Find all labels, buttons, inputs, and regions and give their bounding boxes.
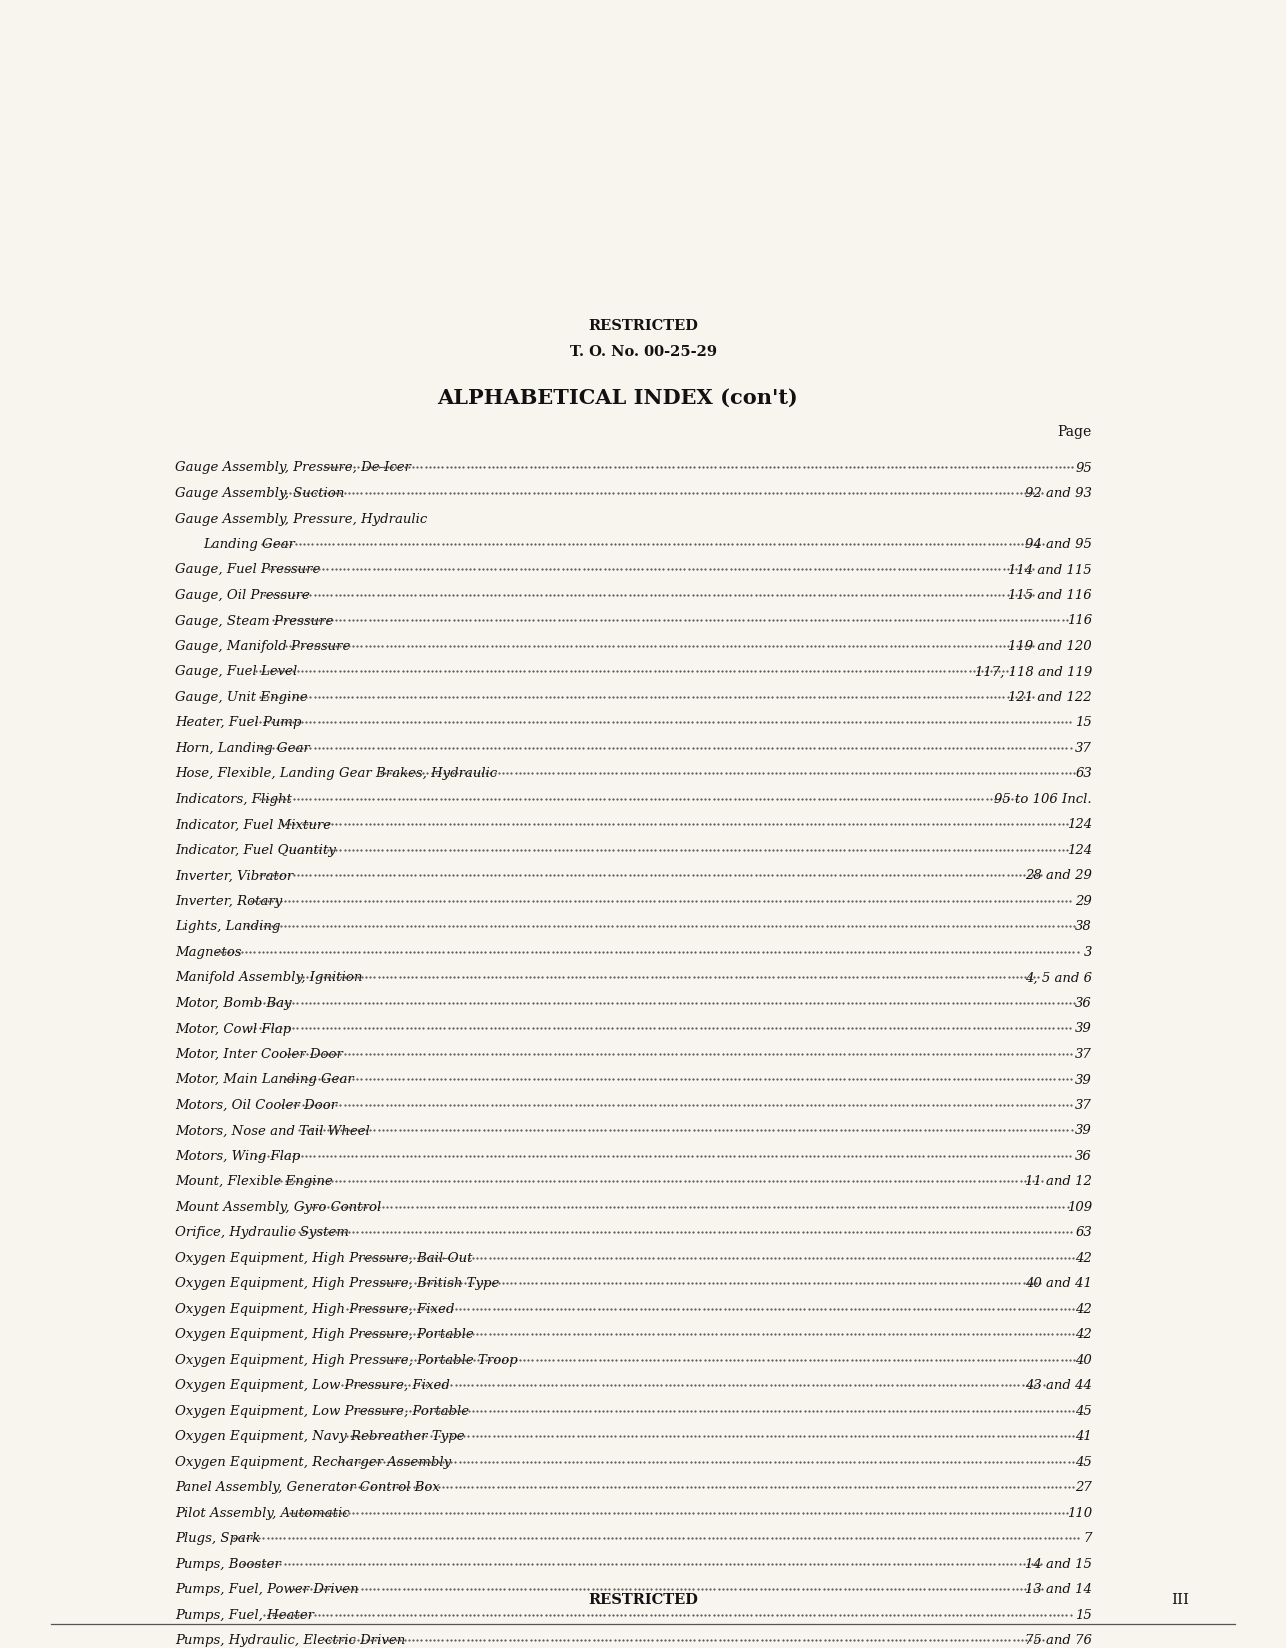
Text: Gauge, Fuel Level: Gauge, Fuel Level xyxy=(175,666,297,677)
Text: Inverter, Vibrator: Inverter, Vibrator xyxy=(175,868,293,882)
Text: 63: 63 xyxy=(1075,1226,1092,1239)
Text: 45: 45 xyxy=(1075,1404,1092,1417)
Text: 39: 39 xyxy=(1075,1073,1092,1086)
Text: Oxygen Equipment, High Pressure, Fixed: Oxygen Equipment, High Pressure, Fixed xyxy=(175,1302,454,1315)
Text: Gauge Assembly, Suction: Gauge Assembly, Suction xyxy=(175,486,345,499)
Text: 15: 15 xyxy=(1075,1608,1092,1622)
Text: 43 and 44: 43 and 44 xyxy=(1025,1379,1092,1391)
Text: 42: 42 xyxy=(1075,1251,1092,1264)
Text: 116: 116 xyxy=(1067,615,1092,628)
Text: III: III xyxy=(1172,1592,1190,1607)
Text: Oxygen Equipment, Navy Rebreather Type: Oxygen Equipment, Navy Rebreather Type xyxy=(175,1429,464,1442)
Text: Magnetos: Magnetos xyxy=(175,946,242,959)
Text: Pumps, Hydraulic, Electric Driven: Pumps, Hydraulic, Electric Driven xyxy=(175,1633,405,1646)
Text: 45: 45 xyxy=(1075,1455,1092,1468)
Text: Oxygen Equipment, Recharger Assembly: Oxygen Equipment, Recharger Assembly xyxy=(175,1455,451,1468)
Text: Hose, Flexible, Landing Gear Brakes, Hydraulic: Hose, Flexible, Landing Gear Brakes, Hyd… xyxy=(175,766,498,780)
Text: 11 and 12: 11 and 12 xyxy=(1025,1175,1092,1188)
Text: Mount, Flexible Engine: Mount, Flexible Engine xyxy=(175,1175,333,1188)
Text: 4, 5 and 6: 4, 5 and 6 xyxy=(1025,971,1092,984)
Text: 37: 37 xyxy=(1075,1098,1092,1111)
Text: Page: Page xyxy=(1058,425,1092,438)
Text: Oxygen Equipment, Low Pressure, Fixed: Oxygen Equipment, Low Pressure, Fixed xyxy=(175,1379,450,1391)
Text: 36: 36 xyxy=(1075,1149,1092,1162)
Text: 38: 38 xyxy=(1075,920,1092,933)
Text: RESTRICTED: RESTRICTED xyxy=(588,1592,698,1607)
Text: Oxygen Equipment, High Pressure, Bail-Out: Oxygen Equipment, High Pressure, Bail-Ou… xyxy=(175,1251,472,1264)
Text: Landing Gear: Landing Gear xyxy=(203,537,294,550)
Text: ALPHABETICAL INDEX (con't): ALPHABETICAL INDEX (con't) xyxy=(437,387,797,407)
Text: 92 and 93: 92 and 93 xyxy=(1025,486,1092,499)
Text: 109: 109 xyxy=(1067,1200,1092,1213)
Text: Motors, Nose and Tail Wheel: Motors, Nose and Tail Wheel xyxy=(175,1124,370,1137)
Text: Panel Assembly, Generator Control Box: Panel Assembly, Generator Control Box xyxy=(175,1480,440,1493)
Text: 40 and 41: 40 and 41 xyxy=(1025,1277,1092,1290)
Text: Manifold Assembly, Ignition: Manifold Assembly, Ignition xyxy=(175,971,363,984)
Text: Gauge, Oil Pressure: Gauge, Oil Pressure xyxy=(175,588,310,602)
Text: 14 and 15: 14 and 15 xyxy=(1025,1557,1092,1571)
Text: 110: 110 xyxy=(1067,1506,1092,1519)
Text: 40: 40 xyxy=(1075,1353,1092,1366)
Text: Plugs, Spark: Plugs, Spark xyxy=(175,1531,260,1544)
Text: Indicator, Fuel Quantity: Indicator, Fuel Quantity xyxy=(175,844,336,857)
Text: Inverter, Rotary: Inverter, Rotary xyxy=(175,895,282,908)
Text: Gauge Assembly, Pressure, Hydraulic: Gauge Assembly, Pressure, Hydraulic xyxy=(175,513,427,526)
Text: 124: 124 xyxy=(1067,817,1092,831)
Text: 119 and 120: 119 and 120 xyxy=(1008,639,1092,653)
Text: Gauge, Fuel Pressure: Gauge, Fuel Pressure xyxy=(175,564,320,577)
Text: Pilot Assembly, Automatic: Pilot Assembly, Automatic xyxy=(175,1506,350,1519)
Text: Motors, Oil Cooler Door: Motors, Oil Cooler Door xyxy=(175,1098,337,1111)
Text: 15: 15 xyxy=(1075,717,1092,728)
Text: Gauge, Manifold Pressure: Gauge, Manifold Pressure xyxy=(175,639,350,653)
Text: 114 and 115: 114 and 115 xyxy=(1008,564,1092,577)
Text: Motor, Main Landing Gear: Motor, Main Landing Gear xyxy=(175,1073,354,1086)
Text: 27: 27 xyxy=(1075,1480,1092,1493)
Text: 63: 63 xyxy=(1075,766,1092,780)
Text: 3: 3 xyxy=(1084,946,1092,959)
Text: Indicators, Flight: Indicators, Flight xyxy=(175,793,292,806)
Text: 124: 124 xyxy=(1067,844,1092,857)
Text: 42: 42 xyxy=(1075,1302,1092,1315)
Text: Motor, Cowl Flap: Motor, Cowl Flap xyxy=(175,1022,291,1035)
Text: Lights, Landing: Lights, Landing xyxy=(175,920,280,933)
Text: 42: 42 xyxy=(1075,1328,1092,1341)
Text: T. O. No. 00-25-29: T. O. No. 00-25-29 xyxy=(570,344,716,359)
Text: Gauge, Steam Pressure: Gauge, Steam Pressure xyxy=(175,615,333,628)
Text: 95 to 106 Incl.: 95 to 106 Incl. xyxy=(994,793,1092,806)
Text: Pumps, Fuel, Heater: Pumps, Fuel, Heater xyxy=(175,1608,314,1622)
Text: 41: 41 xyxy=(1075,1429,1092,1442)
Text: 13 and 14: 13 and 14 xyxy=(1025,1582,1092,1595)
Text: 75 and 76: 75 and 76 xyxy=(1025,1633,1092,1646)
Text: 28 and 29: 28 and 29 xyxy=(1025,868,1092,882)
Text: 39: 39 xyxy=(1075,1022,1092,1035)
Text: 117, 118 and 119: 117, 118 and 119 xyxy=(975,666,1092,677)
Text: Heater, Fuel Pump: Heater, Fuel Pump xyxy=(175,717,301,728)
Text: Pumps, Fuel, Power Driven: Pumps, Fuel, Power Driven xyxy=(175,1582,359,1595)
Text: Horn, Landing Gear: Horn, Landing Gear xyxy=(175,742,310,755)
Text: Pumps, Booster: Pumps, Booster xyxy=(175,1557,280,1571)
Text: Motor, Inter Cooler Door: Motor, Inter Cooler Door xyxy=(175,1048,343,1060)
Text: Oxygen Equipment, High Pressure, British Type: Oxygen Equipment, High Pressure, British… xyxy=(175,1277,499,1290)
Text: 115 and 116: 115 and 116 xyxy=(1008,588,1092,602)
Text: 39: 39 xyxy=(1075,1124,1092,1137)
Text: 29: 29 xyxy=(1075,895,1092,908)
Text: 37: 37 xyxy=(1075,1048,1092,1060)
Text: RESTRICTED: RESTRICTED xyxy=(588,318,698,333)
Text: Mount Assembly, Gyro Control: Mount Assembly, Gyro Control xyxy=(175,1200,381,1213)
Text: 7: 7 xyxy=(1084,1531,1092,1544)
Text: Motor, Bomb Bay: Motor, Bomb Bay xyxy=(175,997,292,1009)
Text: 36: 36 xyxy=(1075,997,1092,1009)
Text: Gauge Assembly, Pressure, De-Icer: Gauge Assembly, Pressure, De-Icer xyxy=(175,461,412,475)
Text: Motors, Wing Flap: Motors, Wing Flap xyxy=(175,1149,301,1162)
Text: Oxygen Equipment, Low Pressure, Portable: Oxygen Equipment, Low Pressure, Portable xyxy=(175,1404,469,1417)
Text: Orifice, Hydraulic System: Orifice, Hydraulic System xyxy=(175,1226,349,1239)
Text: 95: 95 xyxy=(1075,461,1092,475)
Text: Oxygen Equipment, High Pressure, Portable Troop: Oxygen Equipment, High Pressure, Portabl… xyxy=(175,1353,518,1366)
Text: Oxygen Equipment, High Pressure, Portable: Oxygen Equipment, High Pressure, Portabl… xyxy=(175,1328,473,1341)
Text: Indicator, Fuel Mixture: Indicator, Fuel Mixture xyxy=(175,817,331,831)
Text: 121 and 122: 121 and 122 xyxy=(1008,691,1092,704)
Text: 37: 37 xyxy=(1075,742,1092,755)
Text: Gauge, Unit Engine: Gauge, Unit Engine xyxy=(175,691,307,704)
Text: 94 and 95: 94 and 95 xyxy=(1025,537,1092,550)
